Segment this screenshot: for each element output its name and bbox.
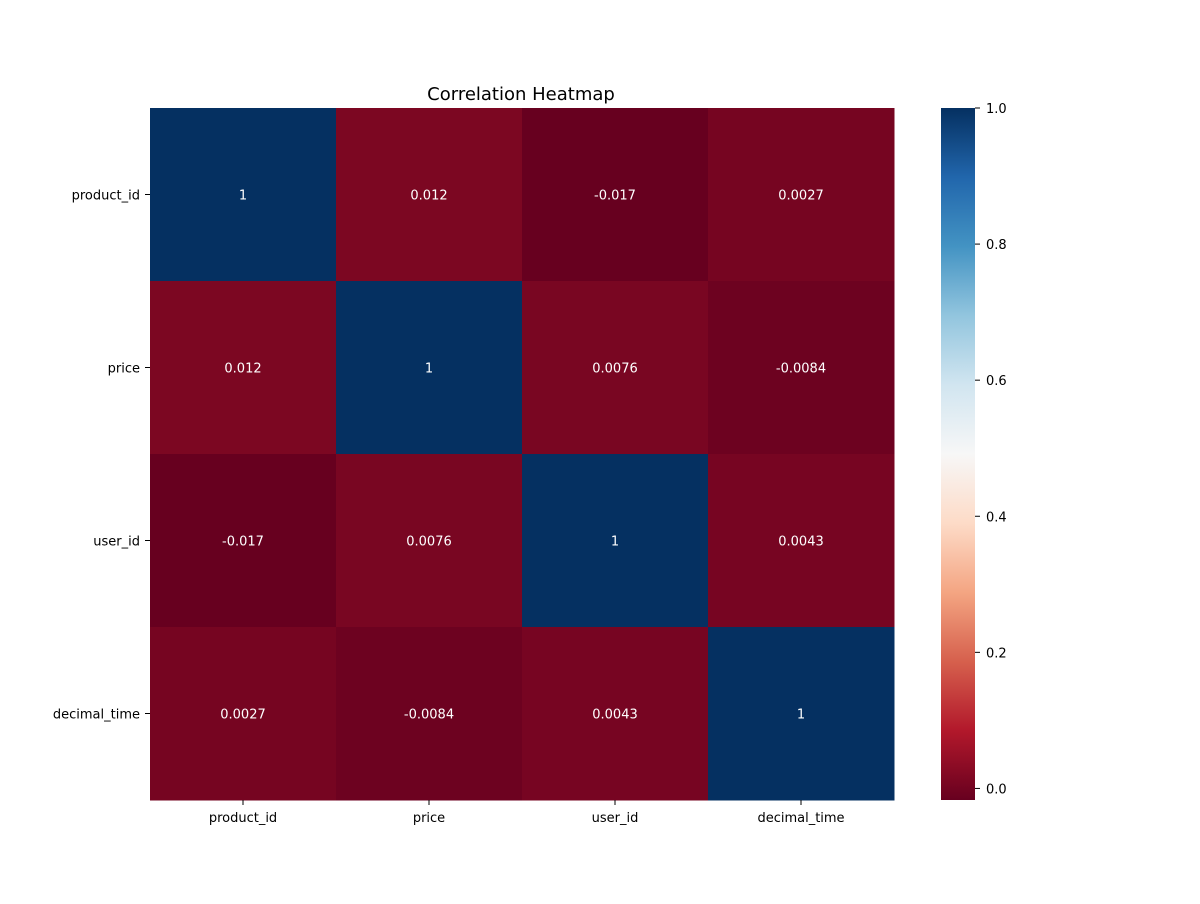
cell-annotation-3-3: 1: [797, 708, 805, 723]
heatmap-cell-2-1: [336, 454, 523, 628]
chart-title: Correlation Heatmap: [427, 84, 615, 105]
x-tick-label-1: price: [413, 811, 445, 826]
cell-annotation-1-3: -0.0084: [776, 362, 826, 377]
cell-annotation-0-3: 0.0027: [778, 189, 824, 204]
heatmap-cell-0-3: [708, 108, 895, 282]
colorbar-tick-label-4: 0.8: [986, 238, 1007, 253]
y-tick-label-0: product_id: [72, 189, 140, 204]
cell-annotation-2-2: 1: [611, 535, 619, 550]
cell-annotation-1-1: 1: [425, 362, 433, 377]
colorbar-tick-label-3: 0.6: [986, 374, 1007, 389]
heatmap-cell-1-1: [336, 281, 523, 455]
colorbar-tick-label-5: 1.0: [986, 102, 1007, 117]
heatmap-cell-1-0: [150, 281, 337, 455]
heatmap-cells: [150, 108, 895, 801]
heatmap-cell-3-0: [150, 627, 337, 801]
cell-annotation-3-2: 0.0043: [592, 708, 638, 723]
cell-annotation-3-1: -0.0084: [404, 708, 454, 723]
heatmap-cell-1-3: [708, 281, 895, 455]
heatmap-cell-2-3: [708, 454, 895, 628]
heatmap-cell-0-0: [150, 108, 337, 282]
heatmap-cell-3-1: [336, 627, 523, 801]
colorbar-tick-label-2: 0.4: [986, 510, 1007, 525]
x-tick-label-2: user_id: [592, 811, 639, 826]
cell-annotation-3-0: 0.0027: [220, 708, 266, 723]
y-tick-label-3: decimal_time: [53, 708, 140, 723]
cell-annotation-2-0: -0.017: [222, 535, 264, 550]
heatmap-annotations: 1 0.012 -0.017 0.0027 0.012 1 0.0076 -0.0084 -0.…: [220, 189, 826, 723]
heatmap-cell-1-2: [522, 281, 709, 455]
heatmap-cell-2-2: [522, 454, 709, 628]
y-tick-label-2: user_id: [93, 535, 140, 550]
heatmap-cell-3-2: [522, 627, 709, 801]
heatmap-cell-2-0: [150, 454, 337, 628]
heatmap-cell-3-3: [708, 627, 895, 801]
colorbar-tick-label-0: 0.0: [986, 782, 1007, 797]
x-tick-labels: product_id price user_id decimal_time: [209, 800, 845, 826]
cell-annotation-1-0: 0.012: [224, 362, 261, 377]
cell-annotation-0-0: 1: [239, 189, 247, 204]
cell-annotation-2-1: 0.0076: [406, 535, 452, 550]
colorbar-gradient: [941, 108, 975, 800]
heatmap-cell-0-1: [336, 108, 523, 282]
cell-annotation-0-2: -0.017: [594, 189, 636, 204]
cell-annotation-0-1: 0.012: [410, 189, 447, 204]
cell-annotation-1-2: 0.0076: [592, 362, 638, 377]
colorbar-tick-label-1: 0.2: [986, 646, 1007, 661]
colorbar: 0.0 0.2 0.4 0.6 0.8 1.0: [941, 102, 1007, 800]
heatmap-cell-0-2: [522, 108, 709, 282]
x-tick-label-0: product_id: [209, 811, 277, 826]
x-tick-label-3: decimal_time: [757, 811, 844, 826]
y-tick-label-1: price: [108, 362, 140, 377]
cell-annotation-2-3: 0.0043: [778, 535, 824, 550]
